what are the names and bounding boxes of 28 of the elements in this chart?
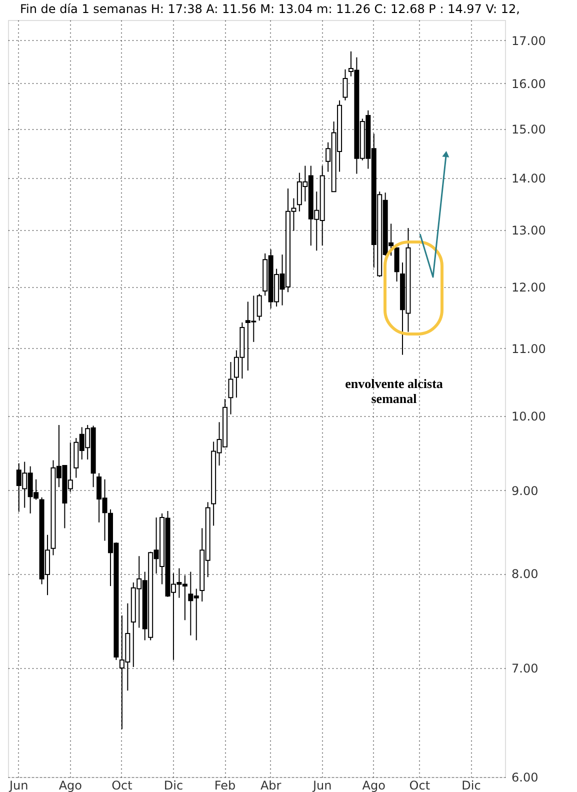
y-tick-label: 15.00 xyxy=(512,122,546,137)
y-tick-label: 16.00 xyxy=(512,76,546,91)
y-tick-label: 8.00 xyxy=(512,567,538,582)
x-tick-label: Dic xyxy=(462,778,481,792)
y-tick-label: 7.00 xyxy=(512,661,538,676)
x-tick-label: Ago xyxy=(58,778,82,792)
candlestick xyxy=(394,247,400,282)
x-tick-label: Feb xyxy=(214,778,236,792)
y-tick-label: 14.00 xyxy=(512,171,546,186)
y-tick-label: 9.00 xyxy=(512,484,538,498)
annotation: envolvente alcista semanal xyxy=(345,376,444,406)
candlestick xyxy=(228,361,234,415)
y-tick-label: 11.00 xyxy=(512,342,546,356)
candlestick xyxy=(256,293,262,322)
candlestick xyxy=(342,68,348,101)
x-tick-label: Ago xyxy=(362,778,386,792)
x-tick-label: Dic xyxy=(164,778,184,792)
y-tick-label: 12.00 xyxy=(512,280,546,294)
y-tick-label: 10.00 xyxy=(512,409,546,424)
y-tick-label: 13.00 xyxy=(512,224,546,238)
x-tick-label: Jun xyxy=(8,778,28,792)
x-tick-label: Oct xyxy=(409,778,430,792)
chart-title: Fin de día 1 semanas H: 17:38 A: 11.56 M: 13.04 m: 11.26 C: 12.68 P : 14.97 V: 12, xyxy=(20,2,520,16)
y-tick-label: 17.00 xyxy=(512,34,546,48)
x-tick-label: Abr xyxy=(260,778,282,792)
x-tick-label: Jun xyxy=(312,778,332,792)
x-tick-label: Oct xyxy=(112,778,133,792)
y-tick-label: 6.00 xyxy=(512,770,538,784)
